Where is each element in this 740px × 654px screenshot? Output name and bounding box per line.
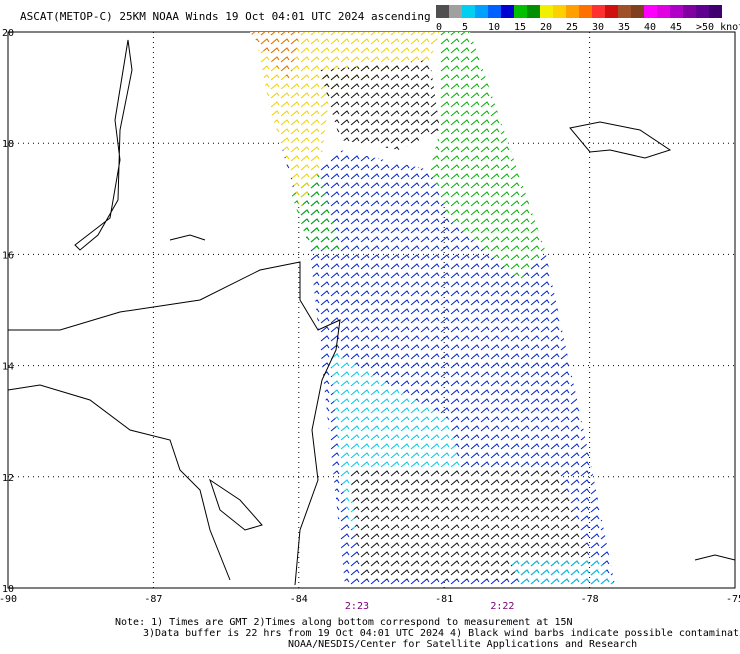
swath-black (350, 470, 590, 580)
coastlines (7, 39, 736, 586)
colorbar-swatch (644, 5, 657, 18)
time-label: 2:22 (490, 601, 514, 612)
note-line: NOAA/NESDIS/Center for Satellite Applica… (288, 639, 637, 650)
lon-label: -90 (0, 594, 17, 605)
colorbar-swatch (501, 5, 514, 18)
lat-label: 20 (2, 28, 14, 39)
colorbar: 0 5 10 15 20 25 30 35 40 45 >50 knots (436, 5, 740, 33)
coastline (209, 478, 263, 531)
lat-label: 18 (2, 139, 14, 150)
lon-label: -84 (290, 594, 308, 605)
colorbar-label: 20 (540, 22, 552, 33)
notes: Note: 1) Times are GMT 2)Times along bot… (115, 617, 740, 650)
swath-orange (250, 32, 300, 80)
colorbar-label: >50 knots (696, 22, 740, 33)
lat-label: 14 (2, 362, 14, 373)
colorbar-swatch (566, 5, 579, 18)
colorbar-swatch (553, 5, 566, 18)
colorbar-label: 35 (618, 22, 630, 33)
lat-label: 12 (2, 473, 14, 484)
colorbar-swatch (449, 5, 462, 18)
colorbar-swatch (696, 5, 709, 18)
colorbar-swatch (579, 5, 592, 18)
coastline (8, 261, 341, 586)
colorbar-swatch (475, 5, 488, 18)
note-line: 3)Data buffer is 22 hrs from 19 Oct 04:0… (143, 628, 740, 639)
colorbar-swatch (488, 5, 501, 18)
colorbar-swatch (670, 5, 683, 18)
colorbar-swatch (657, 5, 670, 18)
colorbar-swatch (462, 5, 475, 18)
lon-label: -78 (581, 594, 599, 605)
colorbar-label: 45 (670, 22, 682, 33)
lat-label: 10 (2, 584, 14, 595)
colorbar-label: 5 (462, 22, 468, 33)
time-label: 2:23 (345, 601, 369, 612)
lon-label: -75 (726, 594, 740, 605)
colorbar-label: 15 (514, 22, 526, 33)
colorbar-swatch (514, 5, 527, 18)
colorbar-swatch (436, 5, 449, 18)
coastline (74, 39, 133, 251)
colorbar-swatch (683, 5, 696, 18)
colorbar-swatch (527, 5, 540, 18)
coastline (569, 121, 672, 159)
swath-cyan (510, 560, 615, 585)
swath (250, 32, 615, 585)
colorbar-swatch (605, 5, 618, 18)
colorbar-swatch (592, 5, 605, 18)
colorbar-swatch (709, 5, 722, 18)
colorbar-label: 30 (592, 22, 604, 33)
lon-label: -81 (435, 594, 453, 605)
coastline (7, 384, 231, 581)
colorbar-label: 0 (436, 22, 442, 33)
colorbar-swatch (618, 5, 631, 18)
colorbar-swatch (540, 5, 553, 18)
note-line: Note: 1) Times are GMT 2)Times along bot… (115, 617, 573, 628)
axis-labels: -90 -87 -84 -81 -78 -75 20 18 16 14 12 10 2:23 2:22 (0, 28, 740, 612)
swath-yellow (255, 32, 440, 210)
title: ASCAT(METOP-C) 25KM NOAA Winds 19 Oct 04… (20, 10, 431, 23)
colorbar-swatch (631, 5, 644, 18)
swath-black (320, 60, 440, 150)
coastline (694, 554, 736, 561)
colorbar-label: 10 (488, 22, 500, 33)
colorbar-label: 40 (644, 22, 656, 33)
swath-green (430, 32, 545, 280)
colorbar-label: 25 (566, 22, 578, 33)
coastline (169, 234, 206, 241)
lat-label: 16 (2, 250, 14, 261)
lon-label: -87 (144, 594, 162, 605)
